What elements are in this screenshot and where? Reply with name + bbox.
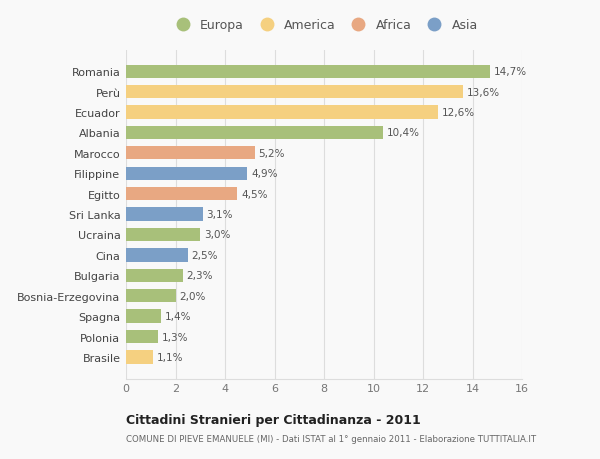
Bar	[126, 249, 188, 262]
Bar	[126, 127, 383, 140]
Text: 2,3%: 2,3%	[187, 271, 213, 280]
Text: 1,4%: 1,4%	[164, 311, 191, 321]
Text: 12,6%: 12,6%	[442, 108, 475, 118]
Text: 4,5%: 4,5%	[241, 189, 268, 199]
Bar	[126, 228, 200, 241]
Bar	[126, 106, 438, 119]
Bar	[126, 167, 247, 180]
Text: 10,4%: 10,4%	[387, 128, 420, 138]
Bar	[126, 208, 203, 221]
Text: 4,9%: 4,9%	[251, 169, 277, 179]
Text: 2,5%: 2,5%	[191, 250, 218, 260]
Bar	[126, 269, 183, 282]
Bar	[126, 147, 255, 160]
Bar	[126, 188, 238, 201]
Bar	[126, 351, 153, 364]
Text: COMUNE DI PIEVE EMANUELE (MI) - Dati ISTAT al 1° gennaio 2011 - Elaborazione TUT: COMUNE DI PIEVE EMANUELE (MI) - Dati IST…	[126, 434, 536, 443]
Text: 1,3%: 1,3%	[162, 332, 188, 342]
Bar	[126, 330, 158, 343]
Text: Cittadini Stranieri per Cittadinanza - 2011: Cittadini Stranieri per Cittadinanza - 2…	[126, 413, 421, 426]
Legend: Europa, America, Africa, Asia: Europa, America, Africa, Asia	[170, 19, 478, 32]
Bar	[126, 290, 176, 302]
Bar	[126, 65, 490, 78]
Bar	[126, 310, 161, 323]
Text: 13,6%: 13,6%	[466, 87, 499, 97]
Text: 14,7%: 14,7%	[494, 67, 527, 77]
Text: 3,1%: 3,1%	[206, 210, 233, 219]
Bar	[126, 86, 463, 99]
Text: 1,1%: 1,1%	[157, 352, 184, 362]
Text: 3,0%: 3,0%	[204, 230, 230, 240]
Text: 5,2%: 5,2%	[259, 149, 285, 158]
Text: 2,0%: 2,0%	[179, 291, 206, 301]
